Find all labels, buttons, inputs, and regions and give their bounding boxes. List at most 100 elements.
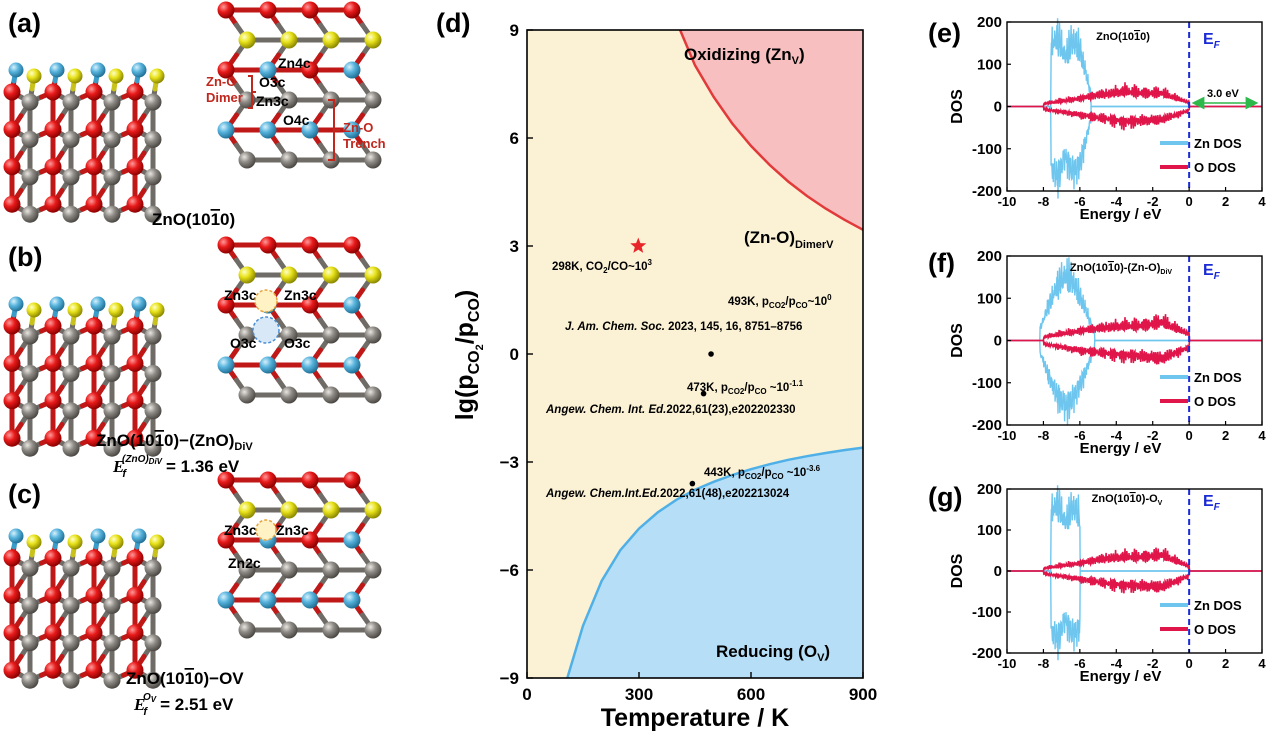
x-tick-label: -8 xyxy=(1038,194,1050,209)
region-oxidizing-label: Oxidizing (ZnV) xyxy=(684,45,805,67)
dos-e-gap-label: 3.0 eV xyxy=(1207,88,1239,100)
atom xyxy=(144,671,162,689)
atom xyxy=(238,386,256,404)
atom xyxy=(364,266,382,284)
dos-f-fermi-label: EF xyxy=(1203,262,1221,282)
atom xyxy=(103,439,121,457)
o-dos-spin-up xyxy=(1007,547,1262,572)
star-label: 298K, CO2/CO~103 xyxy=(552,258,653,275)
atom xyxy=(103,168,121,186)
panel-label-c: (c) xyxy=(8,479,41,509)
atom xyxy=(126,195,144,213)
atom xyxy=(108,68,124,84)
y-tick-label: 9 xyxy=(510,21,519,40)
atomic-structure-models xyxy=(3,1,382,689)
atom xyxy=(3,83,21,101)
atom xyxy=(85,661,103,679)
atom xyxy=(21,439,39,457)
panel-label-f: (f) xyxy=(928,248,955,278)
atom xyxy=(108,534,124,550)
atom xyxy=(26,302,42,318)
atom xyxy=(21,327,39,345)
atom xyxy=(90,296,106,312)
atom xyxy=(238,266,256,284)
atom xyxy=(364,561,382,579)
atom xyxy=(85,195,103,213)
top-view-model xyxy=(217,471,382,639)
phase-y-axis-title: lg(pCO2/pCO) xyxy=(451,290,486,421)
atom xyxy=(280,266,298,284)
x-tick-label: 4 xyxy=(1258,194,1266,209)
atom xyxy=(103,634,121,652)
dos-y-axis-title: DOS xyxy=(949,89,966,124)
dos-y-axis-title: DOS xyxy=(949,323,966,358)
structure-a-site-labels: Zn4c O3c Zn3c O4c Zn-O Dimer Zn-O Trench xyxy=(206,55,386,151)
atom xyxy=(3,661,21,679)
atom xyxy=(364,326,382,344)
site-label-zn2c: Zn2c xyxy=(228,555,261,571)
caption-b: ZnO(1010)−(ZnO)DiV xyxy=(96,431,253,453)
formation-energy-c: EfOV = 2.51 eV xyxy=(133,692,234,718)
atom xyxy=(259,236,277,254)
y-tick-label: 100 xyxy=(977,522,1002,539)
site-label-zn3c-c-left: Zn3c xyxy=(224,522,257,538)
y-tick-label: -100 xyxy=(972,375,1002,392)
formation-energy-b: Ef(ZnO)DiV = 1.36 eV xyxy=(112,454,240,480)
y-tick-label: 200 xyxy=(977,248,1002,265)
atom xyxy=(103,559,121,577)
o-dos-spin-down xyxy=(1007,570,1262,594)
atom xyxy=(44,429,62,447)
x-tick-label: 0 xyxy=(522,685,531,704)
atom xyxy=(44,158,62,176)
atom xyxy=(44,586,62,604)
atom xyxy=(85,392,103,410)
atom xyxy=(126,158,144,176)
atom xyxy=(62,439,80,457)
panel-label-b: (b) xyxy=(8,242,42,272)
atom xyxy=(8,62,24,78)
atom xyxy=(21,364,39,382)
dimer-label-line2: Dimer xyxy=(206,90,243,105)
atom xyxy=(44,624,62,642)
y-tick-label: 0 xyxy=(994,333,1002,350)
data-point-443K xyxy=(689,480,696,487)
atom xyxy=(3,317,21,335)
atom xyxy=(103,130,121,148)
atom xyxy=(280,561,298,579)
panel-label-g: (g) xyxy=(928,482,962,512)
atom xyxy=(49,62,65,78)
atom xyxy=(144,596,162,614)
dos-x-axis-title: Energy / eV xyxy=(1080,668,1162,685)
y-tick-label: −6 xyxy=(500,561,519,580)
x-tick-label: 0 xyxy=(1186,194,1193,209)
atom xyxy=(149,68,165,84)
atom xyxy=(343,471,361,489)
atom xyxy=(238,151,256,169)
o-dos-spin-down xyxy=(1007,105,1262,131)
atom xyxy=(62,596,80,614)
legend-o-label: O DOS xyxy=(1194,394,1236,409)
y-tick-label: 0 xyxy=(994,99,1002,116)
top-view-model xyxy=(217,236,382,404)
atom xyxy=(62,364,80,382)
atom xyxy=(217,471,235,489)
atom xyxy=(301,1,319,19)
atom xyxy=(21,130,39,148)
x-tick-label: 0 xyxy=(1186,428,1193,443)
y-tick-label: -200 xyxy=(972,183,1002,200)
atom xyxy=(21,168,39,186)
atom xyxy=(126,120,144,138)
atom xyxy=(21,634,39,652)
x-tick-label: -6 xyxy=(1074,656,1086,671)
atom xyxy=(21,596,39,614)
atom xyxy=(44,317,62,335)
atom xyxy=(238,501,256,519)
legend-o-label: O DOS xyxy=(1194,622,1236,637)
panel-label-d: (d) xyxy=(436,8,470,38)
dos-x-axis-title: Energy / eV xyxy=(1080,206,1162,223)
atom xyxy=(3,549,21,567)
y-tick-label: −9 xyxy=(500,669,519,688)
atom xyxy=(62,93,80,111)
x-tick-label: -6 xyxy=(1074,428,1086,443)
atom xyxy=(301,356,319,374)
